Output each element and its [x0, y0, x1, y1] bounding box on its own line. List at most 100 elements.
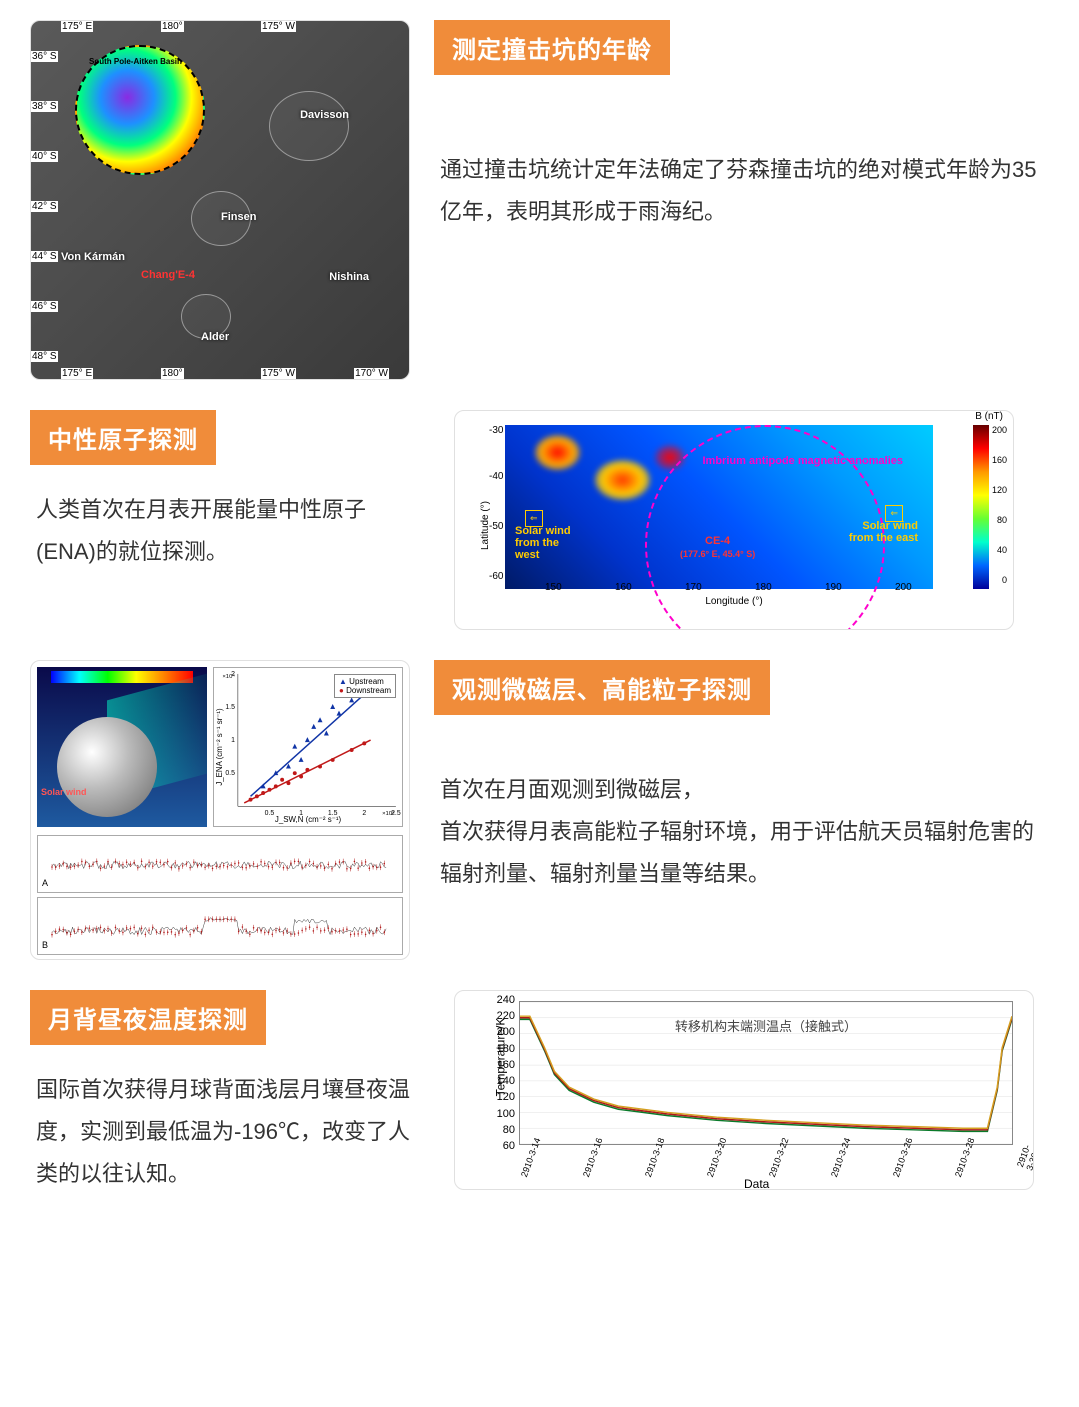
lat-tick: 48° S [31, 351, 58, 362]
temp-ytick: 180 [491, 1043, 515, 1055]
lon-tick: 175° W [261, 21, 296, 32]
ts-a-svg [38, 836, 402, 892]
sw-east-label: Solar wind from the east [848, 520, 918, 544]
temp-ytick: 120 [491, 1091, 515, 1103]
section-header: 中性原子探测 [30, 410, 216, 465]
cb-tick: 160 [992, 455, 1007, 465]
anomaly-blob [535, 435, 580, 470]
legend-downstream: Downstream [346, 686, 391, 695]
ytick: -30 [489, 425, 503, 436]
temp-ytick: 100 [491, 1108, 515, 1120]
magnetosphere-text-block: 观测微磁层、高能粒子探测 首次在月面观测到微磁层， 首次获得月表高能粒子辐射环境… [434, 660, 1049, 894]
section-magnetosphere: Solar wind 0.511.522.50.511.52×10⁸×10⁴ J… [30, 660, 1049, 960]
label-finsen: Finsen [221, 211, 256, 223]
temp-ytick: 160 [491, 1059, 515, 1071]
temp-ytick: 220 [491, 1010, 515, 1022]
label-nishina: Nishina [329, 271, 369, 283]
label-vonkarman: Von Kármán [61, 251, 125, 263]
lat-tick: 38° S [31, 101, 58, 112]
cb-tick: 200 [992, 425, 1007, 435]
temp-svg [520, 1002, 1012, 1144]
imbrium-annotation: Imbrium antipode magnetic anomalies [703, 455, 904, 467]
xtick: 170 [685, 582, 702, 593]
globe-label: South Pole-Aitken Basin [89, 57, 182, 66]
section-body: 首次在月面观测到微磁层， 首次获得月表高能粒子辐射环境，用于评估航天员辐射危害的… [434, 769, 1049, 894]
ce4-label: CE-4 [705, 535, 730, 547]
colorbar [973, 425, 989, 589]
cb-tick: 0 [1002, 575, 1007, 585]
xtick: 150 [545, 582, 562, 593]
svg-text:0.5: 0.5 [225, 770, 235, 777]
lat-tick: 36° S [31, 51, 58, 62]
temp-plot-area: 转移机构末端测温点（接触式） [519, 1001, 1013, 1145]
lon-tick: 180° [161, 368, 184, 379]
xtick: 200 [895, 582, 912, 593]
ts-b-svg [38, 898, 402, 954]
simulation-panel: Solar wind [37, 667, 207, 827]
moon-sphere [57, 717, 157, 817]
x-axis-label: Longitude (°) [705, 596, 762, 607]
section-crater-age: South Pole-Aitken Basin Davisson Finsen … [30, 20, 1049, 380]
ytick: -60 [489, 571, 503, 582]
panel-label-a: A [42, 878, 48, 888]
lon-tick: 175° W [261, 368, 296, 379]
ytick: -50 [489, 521, 503, 532]
scatter-panel: 0.511.522.50.511.52×10⁸×10⁴ J_SW,N (cm⁻²… [213, 667, 403, 827]
section-ena: 中性原子探测 人类首次在月表开展能量中性原子(ENA)的就位探测。 Imbriu… [30, 410, 1049, 630]
scatter-ylabel: J_ENA (cm⁻² s⁻¹ sr⁻¹) [215, 708, 224, 786]
lon-tick: 180° [161, 21, 184, 32]
lat-tick: 46° S [31, 301, 58, 312]
section-body: 人类首次在月表开展能量中性原子(ENA)的就位探测。 [30, 489, 430, 573]
ce4-coord: (177.6° E, 45.4° S) [680, 549, 755, 559]
legend-upstream: Upstream [349, 677, 384, 686]
xtick: 190 [825, 582, 842, 593]
scatter-legend: ▲ Upstream ● Downstream [334, 674, 396, 698]
temp-xtick: 2910-3-30 [1015, 1143, 1034, 1171]
magnetic-anomaly-heatmap: Imbrium antipode magnetic anomalies ⇐ So… [454, 410, 1014, 630]
sim-colorbar [51, 671, 193, 683]
temp-xlabel: Data [744, 1177, 769, 1190]
temperature-text-block: 月背昼夜温度探测 国际首次获得月球背面浅层月壤昼夜温度，实测到最低温为-196℃… [30, 990, 430, 1194]
lat-tick: 40° S [31, 151, 58, 162]
section-body: 国际首次获得月球背面浅层月壤昼夜温度，实测到最低温为-196℃，改变了人类的以往… [30, 1069, 430, 1194]
section-header: 月背昼夜温度探测 [30, 990, 266, 1045]
temperature-chart: Temperature/K 转移机构末端测温点（接触式） Data 608010… [454, 990, 1034, 1190]
xtick: 160 [615, 582, 632, 593]
lat-tick: 44° S [31, 251, 58, 262]
ce4-lander-marker: Chang'E-4 [141, 269, 195, 281]
temp-ytick: 80 [491, 1124, 515, 1136]
svg-text:×10⁴: ×10⁴ [222, 673, 235, 680]
temp-ytick: 240 [491, 994, 515, 1006]
svg-text:0.5: 0.5 [265, 810, 275, 817]
section-body: 通过撞击坑统计定年法确定了芬森撞击坑的绝对模式年龄为35亿年，表明其形成于雨海纪… [434, 149, 1049, 233]
label-alder: Alder [201, 331, 229, 343]
temp-ytick: 60 [491, 1140, 515, 1152]
label-davisson: Davisson [300, 109, 349, 121]
lon-tick: 175° E [61, 368, 93, 379]
cb-tick: 120 [992, 485, 1007, 495]
timeseries-panel-a: A [37, 835, 403, 893]
moon-surface-map: South Pole-Aitken Basin Davisson Finsen … [30, 20, 410, 380]
temp-ytick: 140 [491, 1075, 515, 1087]
timeseries-panel-b: B [37, 897, 403, 955]
sw-west-label: Solar wind from the west [515, 525, 585, 561]
svg-text:1.5: 1.5 [225, 704, 235, 711]
colorbar-title: B (nT) [975, 411, 1003, 422]
ytick: -40 [489, 471, 503, 482]
panel-label-b: B [42, 940, 48, 950]
svg-text:1: 1 [231, 737, 235, 744]
scatter-xlabel: J_SW,N (cm⁻² s⁻¹) [275, 815, 342, 824]
multi-panel-figure: Solar wind 0.511.522.50.511.52×10⁸×10⁴ J… [30, 660, 410, 960]
lon-tick: 170° W [354, 368, 389, 379]
xtick: 180 [755, 582, 772, 593]
lat-tick: 42° S [31, 201, 58, 212]
section-header: 测定撞击坑的年龄 [434, 20, 670, 75]
section-header: 观测微磁层、高能粒子探测 [434, 660, 770, 715]
svg-text:×10⁸: ×10⁸ [382, 810, 395, 817]
heatmap-plot-area: Imbrium antipode magnetic anomalies ⇐ So… [505, 425, 933, 589]
crater-davisson-shape [269, 91, 349, 161]
crater-age-text-block: 测定撞击坑的年龄 通过撞击坑统计定年法确定了芬森撞击坑的绝对模式年龄为35亿年，… [434, 20, 1049, 233]
cb-tick: 80 [997, 515, 1007, 525]
cb-tick: 40 [997, 545, 1007, 555]
temp-ytick: 200 [491, 1026, 515, 1038]
